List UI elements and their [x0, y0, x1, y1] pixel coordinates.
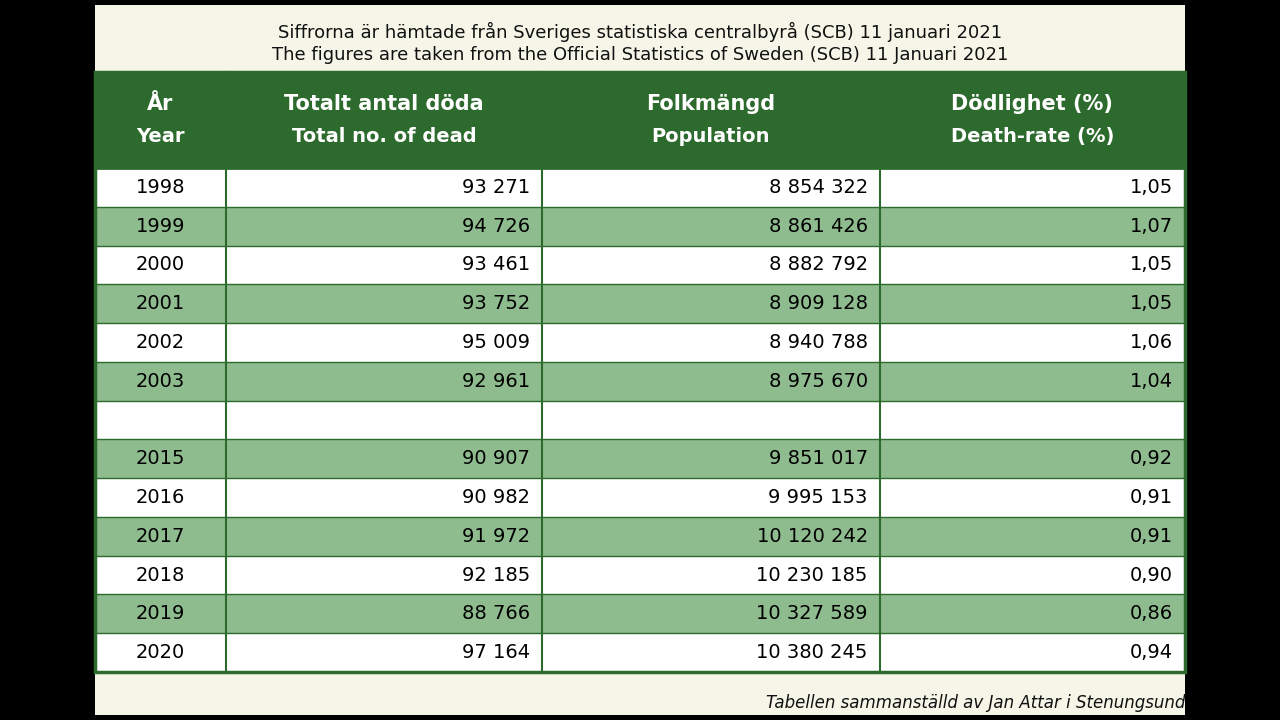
Text: 2001: 2001	[136, 294, 186, 313]
Text: 1,05: 1,05	[1130, 256, 1172, 274]
Text: 90 907: 90 907	[462, 449, 530, 468]
FancyBboxPatch shape	[95, 5, 1185, 715]
FancyBboxPatch shape	[95, 284, 1185, 323]
Text: 8 861 426: 8 861 426	[769, 217, 868, 235]
Text: 88 766: 88 766	[462, 604, 530, 624]
Text: 8 854 322: 8 854 322	[768, 178, 868, 197]
Text: Dödlighet (%): Dödlighet (%)	[951, 94, 1114, 114]
Text: 8 940 788: 8 940 788	[769, 333, 868, 352]
Text: 10 327 589: 10 327 589	[756, 604, 868, 624]
Text: 1999: 1999	[136, 217, 186, 235]
Text: 10 380 245: 10 380 245	[756, 643, 868, 662]
Text: 2017: 2017	[136, 527, 186, 546]
FancyBboxPatch shape	[95, 400, 1185, 439]
Text: 10 120 242: 10 120 242	[756, 527, 868, 546]
Text: 2019: 2019	[136, 604, 186, 624]
Text: Year: Year	[136, 127, 184, 145]
Text: Tabellen sammanställd av Jan Attar i Stenungsund: Tabellen sammanställd av Jan Attar i Ste…	[765, 694, 1185, 712]
Text: 1,05: 1,05	[1130, 178, 1172, 197]
Text: 0,92: 0,92	[1130, 449, 1172, 468]
Text: År: År	[147, 94, 174, 114]
FancyBboxPatch shape	[95, 207, 1185, 246]
Text: 9 995 153: 9 995 153	[768, 488, 868, 507]
FancyBboxPatch shape	[95, 633, 1185, 672]
Text: 95 009: 95 009	[462, 333, 530, 352]
Text: 97 164: 97 164	[462, 643, 530, 662]
Text: 10 230 185: 10 230 185	[756, 566, 868, 585]
Text: 2003: 2003	[136, 372, 186, 391]
FancyBboxPatch shape	[95, 556, 1185, 595]
Text: 2015: 2015	[136, 449, 186, 468]
Text: 2018: 2018	[136, 566, 186, 585]
Text: 2000: 2000	[136, 256, 186, 274]
Text: 0,90: 0,90	[1130, 566, 1172, 585]
Text: Totalt antal döda: Totalt antal döda	[284, 94, 484, 114]
Text: Total no. of dead: Total no. of dead	[292, 127, 476, 145]
Text: Folkmängd: Folkmängd	[646, 94, 776, 114]
FancyBboxPatch shape	[95, 478, 1185, 517]
Text: 94 726: 94 726	[462, 217, 530, 235]
Text: 0,91: 0,91	[1130, 527, 1172, 546]
FancyBboxPatch shape	[95, 72, 1185, 168]
Text: Population: Population	[652, 127, 771, 145]
Text: Death-rate (%): Death-rate (%)	[951, 127, 1114, 145]
Text: 1,05: 1,05	[1130, 294, 1172, 313]
FancyBboxPatch shape	[95, 72, 1185, 672]
Text: The figures are taken from the Official Statistics of Sweden (SCB) 11 Januari 20: The figures are taken from the Official …	[271, 46, 1009, 64]
Text: 90 982: 90 982	[462, 488, 530, 507]
Text: 9 851 017: 9 851 017	[769, 449, 868, 468]
Text: 0,94: 0,94	[1130, 643, 1172, 662]
Text: 92 961: 92 961	[462, 372, 530, 391]
Text: 1,07: 1,07	[1130, 217, 1172, 235]
FancyBboxPatch shape	[95, 362, 1185, 400]
Text: 8 882 792: 8 882 792	[769, 256, 868, 274]
Text: 93 271: 93 271	[462, 178, 530, 197]
FancyBboxPatch shape	[95, 439, 1185, 478]
FancyBboxPatch shape	[95, 517, 1185, 556]
FancyBboxPatch shape	[95, 323, 1185, 362]
Text: 91 972: 91 972	[462, 527, 530, 546]
Text: 1,06: 1,06	[1130, 333, 1172, 352]
FancyBboxPatch shape	[95, 595, 1185, 633]
Text: 0,86: 0,86	[1130, 604, 1172, 624]
Text: 8 909 128: 8 909 128	[769, 294, 868, 313]
Text: 1,04: 1,04	[1130, 372, 1172, 391]
Text: 8 975 670: 8 975 670	[769, 372, 868, 391]
Text: 2020: 2020	[136, 643, 186, 662]
Text: 1998: 1998	[136, 178, 186, 197]
Text: 2002: 2002	[136, 333, 186, 352]
Text: 2016: 2016	[136, 488, 186, 507]
Text: 92 185: 92 185	[462, 566, 530, 585]
Text: 93 752: 93 752	[462, 294, 530, 313]
Text: 0,91: 0,91	[1130, 488, 1172, 507]
Text: Siffrorna är hämtade från Sveriges statistiska centralbyrå (SCB) 11 januari 2021: Siffrorna är hämtade från Sveriges stati…	[278, 22, 1002, 42]
Text: 93 461: 93 461	[462, 256, 530, 274]
FancyBboxPatch shape	[95, 246, 1185, 284]
FancyBboxPatch shape	[95, 168, 1185, 207]
